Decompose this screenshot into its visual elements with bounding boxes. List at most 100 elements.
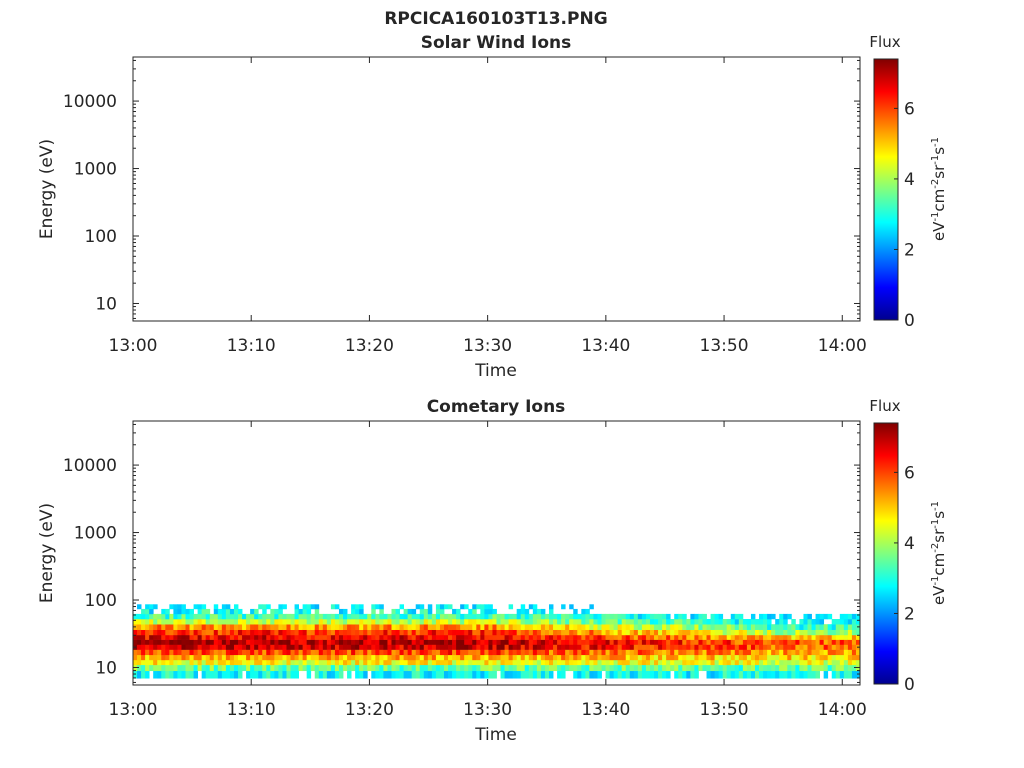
heatmap-cell bbox=[415, 639, 421, 645]
heatmap-cell bbox=[456, 624, 461, 630]
heatmap-cell bbox=[573, 644, 578, 650]
heatmap-cell bbox=[363, 670, 368, 679]
heatmap-cell bbox=[326, 619, 332, 625]
heatmap-cell bbox=[524, 629, 530, 636]
heatmap-cell bbox=[544, 670, 550, 679]
heatmap-cell bbox=[201, 604, 207, 610]
heatmap-cell bbox=[213, 608, 219, 615]
heatmap-cell bbox=[561, 649, 566, 656]
heatmap-cell bbox=[557, 639, 562, 645]
heatmap-cell bbox=[201, 649, 207, 656]
heatmap-cell bbox=[714, 644, 720, 650]
heatmap-cell bbox=[443, 624, 449, 630]
heatmap-cell bbox=[290, 664, 295, 672]
heatmap-cell bbox=[771, 639, 776, 645]
heatmap-cell bbox=[149, 644, 154, 650]
heatmap-cell bbox=[775, 629, 780, 636]
heatmap-cell bbox=[310, 629, 316, 636]
heatmap-cell bbox=[609, 670, 615, 679]
heatmap-cell bbox=[250, 619, 255, 625]
heatmap-cell bbox=[137, 670, 142, 679]
heatmap-cell bbox=[359, 608, 364, 615]
heatmap-cell bbox=[262, 644, 267, 650]
heatmap-cell bbox=[787, 644, 792, 650]
heatmap-cell bbox=[779, 619, 784, 625]
heatmap-cell bbox=[662, 639, 667, 645]
heatmap-cell bbox=[815, 619, 821, 625]
heatmap-cell bbox=[694, 659, 699, 666]
heatmap-cell bbox=[141, 659, 146, 666]
colorbar-title-solar-wind: Flux bbox=[869, 33, 900, 51]
heatmap-cell bbox=[395, 670, 400, 679]
heatmap-cell bbox=[347, 644, 352, 650]
heatmap-cell bbox=[508, 613, 514, 620]
heatmap-cell bbox=[621, 644, 627, 650]
heatmap-cell bbox=[536, 659, 542, 666]
heatmap-cell bbox=[851, 613, 857, 620]
heatmap-cell bbox=[524, 613, 530, 620]
heatmap-cell bbox=[193, 624, 199, 630]
heatmap-cell bbox=[407, 619, 413, 625]
heatmap-cell bbox=[532, 619, 538, 625]
heatmap-cell bbox=[387, 649, 392, 656]
heatmap-cell bbox=[662, 624, 667, 630]
heatmap-cell bbox=[516, 659, 522, 666]
heatmap-cell bbox=[298, 644, 304, 650]
heatmap-cell bbox=[460, 604, 465, 610]
heatmap-cell bbox=[246, 619, 251, 625]
heatmap-cell bbox=[670, 644, 675, 650]
heatmap-cell bbox=[524, 644, 530, 650]
heatmap-cell bbox=[730, 644, 736, 650]
heatmap-cell bbox=[488, 659, 493, 666]
heatmap-cell bbox=[641, 619, 647, 625]
heatmap-cell bbox=[464, 629, 469, 636]
heatmap-cell bbox=[496, 634, 501, 640]
heatmap-cell bbox=[512, 644, 518, 650]
heatmap-cell bbox=[270, 659, 275, 666]
heatmap-cell bbox=[617, 629, 623, 636]
heatmap-cell bbox=[242, 649, 247, 656]
heatmap-cell bbox=[524, 664, 530, 672]
heatmap-cell bbox=[161, 629, 166, 636]
heatmap-cell bbox=[133, 619, 138, 625]
heatmap-cell bbox=[557, 629, 562, 636]
heatmap-cell bbox=[435, 604, 441, 610]
heatmap-cell bbox=[621, 619, 627, 625]
heatmap-cell bbox=[427, 649, 433, 656]
heatmap-cell bbox=[185, 619, 190, 625]
heatmap-cell bbox=[512, 649, 518, 656]
heatmap-cell bbox=[439, 664, 445, 672]
heatmap-cell bbox=[641, 634, 647, 640]
heatmap-cell bbox=[549, 639, 554, 645]
heatmap-cell bbox=[189, 619, 194, 625]
heatmap-cell bbox=[391, 644, 396, 650]
heatmap-cell bbox=[157, 613, 162, 620]
heatmap-cell bbox=[435, 619, 441, 625]
heatmap-cell bbox=[213, 604, 219, 610]
heatmap-cell bbox=[464, 639, 469, 645]
y-tick-label: 10000 bbox=[63, 92, 117, 112]
heatmap-cell bbox=[290, 644, 295, 650]
plot-area-solar-wind bbox=[132, 56, 861, 322]
heatmap-cell bbox=[779, 670, 784, 679]
heatmap-cell bbox=[613, 629, 619, 636]
heatmap-cell bbox=[722, 670, 728, 679]
heatmap-cell bbox=[464, 604, 469, 610]
heatmap-cell bbox=[302, 624, 308, 630]
heatmap-cell bbox=[391, 670, 396, 679]
heatmap-cell bbox=[423, 613, 429, 620]
heatmap-cell bbox=[549, 649, 554, 656]
heatmap-cell bbox=[771, 654, 776, 661]
heatmap-cell bbox=[807, 654, 812, 661]
y-axis-label-solar-wind: Energy (eV) bbox=[37, 139, 57, 239]
heatmap-cell bbox=[141, 624, 146, 630]
heatmap-cell bbox=[367, 659, 372, 666]
heatmap-cell bbox=[512, 619, 518, 625]
heatmap-cell bbox=[258, 604, 263, 610]
heatmap-cell bbox=[617, 654, 623, 661]
heatmap-cell bbox=[851, 619, 857, 625]
heatmap-cell bbox=[427, 624, 433, 630]
heatmap-cell bbox=[270, 619, 275, 625]
heatmap-cell bbox=[811, 664, 816, 672]
heatmap-cell bbox=[371, 608, 376, 615]
